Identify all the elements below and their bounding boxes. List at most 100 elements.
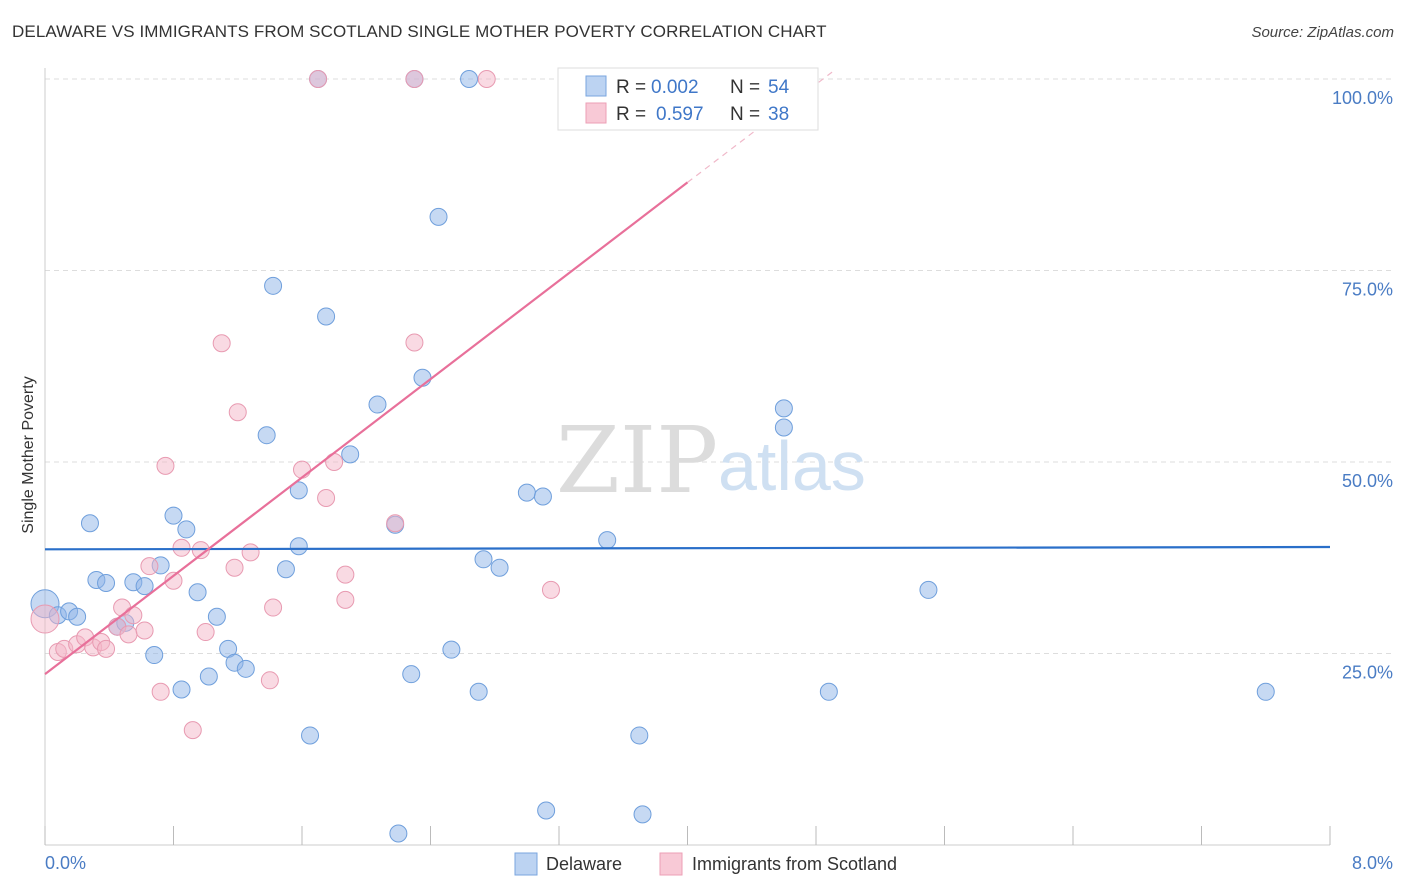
delaware-legend-swatch (585, 75, 607, 97)
scotland-point (196, 623, 215, 642)
delaware-point (819, 682, 838, 701)
y-tick-label: 25.0% (1342, 663, 1393, 683)
scotland-n-value: 38 (768, 104, 789, 125)
scotland-point (241, 543, 260, 562)
delaware-n-value: 54 (768, 77, 790, 98)
scotland-point (228, 403, 247, 422)
chart-title: DELAWARE VS IMMIGRANTS FROM SCOTLAND SIN… (12, 22, 827, 41)
delaware-point (630, 726, 649, 745)
delaware-point (537, 801, 556, 820)
delaware-r-value: 0.002 (651, 77, 699, 98)
delaware-point (135, 577, 154, 596)
series-legend: Delaware Immigrants from Scotland (514, 852, 897, 876)
trend-lines (44, 71, 1331, 676)
scotland-legend-swatch (585, 102, 607, 124)
axes (44, 68, 1331, 846)
scotland-point (264, 598, 283, 617)
delaware-point (257, 426, 276, 445)
delaware-legend-label: Delaware (546, 854, 622, 874)
scotland-point (541, 580, 560, 599)
scotland-point (212, 334, 231, 353)
scotland-point (260, 671, 279, 690)
y-axis-label: Single Mother Poverty (20, 376, 37, 533)
delaware-point (68, 607, 87, 626)
scotland-point (325, 453, 344, 471)
delaware-point (188, 583, 207, 602)
scotland-point (336, 590, 355, 609)
watermark-atlas: atlas (718, 427, 866, 505)
delaware-point (172, 680, 191, 699)
scotland-point (225, 558, 244, 577)
scotland-point (119, 625, 138, 644)
delaware-point (460, 70, 479, 88)
delaware-r-label: R = (616, 77, 646, 98)
grid-lines (45, 78, 1393, 654)
scotland-point (140, 557, 159, 576)
x-tick-label: 0.0% (45, 853, 86, 873)
scotland-swatch (659, 852, 683, 876)
stats-legend: R = 0.002 N = 54 R = 0.597 N = 38 (557, 67, 819, 131)
y-tick-label: 50.0% (1342, 471, 1393, 491)
delaware-point (317, 307, 336, 326)
delaware-point (368, 395, 387, 414)
scotland-point (293, 460, 311, 479)
scotland-point (309, 70, 328, 88)
scotland-point (156, 456, 175, 475)
scotland-trend-line (44, 181, 689, 676)
delaware-point (97, 574, 116, 593)
scotland-point (97, 639, 116, 658)
delaware-point (633, 805, 652, 824)
delaware-point (442, 640, 461, 659)
delaware-trend-line (44, 545, 1331, 551)
scotland-point (135, 621, 154, 640)
delaware-point (469, 682, 488, 701)
y-tick-label: 75.0% (1342, 280, 1393, 300)
scotland-point (477, 70, 496, 88)
delaware-point (276, 560, 295, 579)
delaware-point (598, 531, 617, 550)
delaware-point (429, 207, 448, 226)
scotland-point (183, 721, 202, 740)
delaware-point (164, 506, 183, 525)
delaware-point (264, 276, 283, 295)
delaware-point (919, 580, 938, 599)
scotland-r-value: 0.597 (656, 104, 704, 125)
delaware-point (145, 646, 164, 665)
delaware-point (389, 824, 408, 843)
scotland-point (386, 514, 405, 533)
scotland-point (151, 682, 170, 701)
delaware-point (490, 558, 509, 577)
delaware-point (207, 607, 226, 626)
delaware-point (1256, 682, 1275, 701)
delaware-point (774, 399, 793, 418)
scotland-legend-label: Immigrants from Scotland (692, 854, 897, 874)
delaware-point (474, 550, 493, 569)
scotland-n-label: N = (730, 104, 760, 125)
scotland-point (172, 538, 191, 557)
delaware-point (341, 445, 360, 464)
scotland-point (317, 489, 336, 508)
x-tick-label: 8.0% (1352, 853, 1393, 873)
delaware-point (199, 667, 218, 686)
delaware-swatch (514, 852, 538, 876)
delaware-point (236, 659, 255, 678)
scotland-r-label: R = (616, 104, 646, 125)
watermark-zip: ZIP (556, 407, 718, 514)
delaware-point (289, 537, 308, 556)
delaware-point (301, 726, 320, 745)
y-tick-label: 100.0% (1332, 88, 1393, 108)
data-points (30, 70, 1275, 843)
delaware-n-label: N = (730, 77, 760, 98)
scotland-point (124, 606, 143, 625)
delaware-point (177, 520, 196, 539)
scotland-point (405, 70, 424, 88)
delaware-point (402, 665, 421, 684)
source-label: Source: ZipAtlas.com (1251, 24, 1394, 41)
delaware-point (80, 514, 99, 533)
tick-labels: 25.0% 50.0% 75.0% 100.0% 0.0% 8.0% (45, 88, 1393, 873)
delaware-point (413, 368, 432, 387)
delaware-point (289, 481, 308, 500)
delaware-point (517, 483, 536, 502)
delaware-point (533, 487, 552, 506)
